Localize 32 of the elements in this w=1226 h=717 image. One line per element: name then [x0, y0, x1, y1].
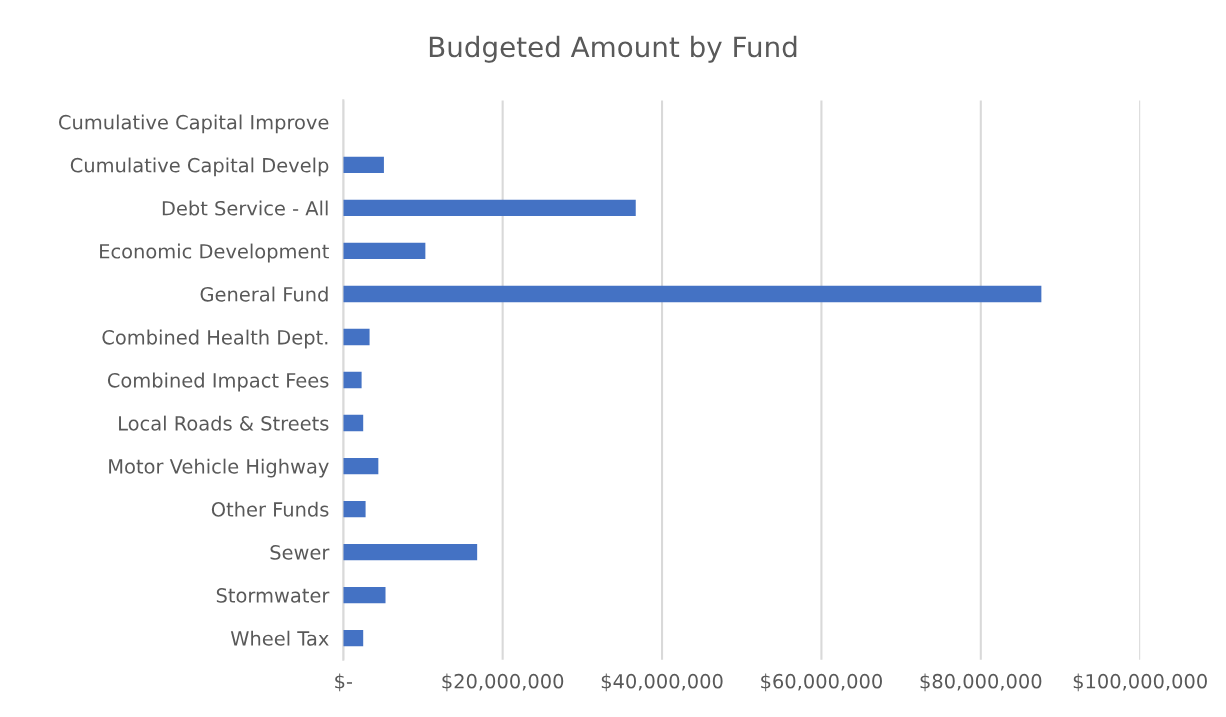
y-tick-label: Cumulative Capital Develp	[70, 157, 329, 177]
bar	[343, 414, 364, 432]
y-tick-label: Wheel Tax	[230, 630, 329, 646]
y-tick-label: Other Funds	[211, 501, 329, 517]
y-tick-label: Local Roads & Streets	[119, 415, 329, 431]
bar	[343, 371, 362, 389]
x-tick-label: $80,000,000	[920, 673, 1042, 692]
bar	[343, 242, 426, 260]
y-tick-label: Combined Impact Fees	[107, 372, 329, 392]
x-tick-label: $100,000,000	[1073, 673, 1207, 692]
bar	[343, 500, 366, 518]
x-tick-label: $40,000,000	[601, 673, 723, 692]
bar	[343, 457, 379, 475]
x-tick-label: $20,000,000	[442, 673, 564, 692]
chart-title: Budgeted Amount by Fund	[429, 35, 797, 63]
bar	[343, 629, 364, 647]
bar	[343, 156, 384, 174]
y-tick-label: Economic Development	[100, 243, 329, 263]
y-tick-label: Motor Vehicle Highway	[109, 458, 329, 478]
x-tick-label: $-	[335, 673, 353, 692]
bar	[343, 328, 370, 346]
y-tick-label: Cumulative Capital Improve	[59, 114, 329, 134]
y-tick-label: Debt Service - All	[162, 200, 328, 216]
bar	[343, 586, 386, 604]
x-tick-label: $60,000,000	[761, 673, 882, 692]
bar	[343, 199, 636, 217]
y-tick-label: Combined Health Dept.	[102, 329, 328, 349]
y-tick-label: Stormwater	[216, 588, 330, 603]
y-tick-label: Sewer	[270, 545, 330, 560]
bar	[343, 285, 1042, 303]
bar	[343, 543, 478, 561]
y-tick-label: General Fund	[200, 286, 328, 302]
